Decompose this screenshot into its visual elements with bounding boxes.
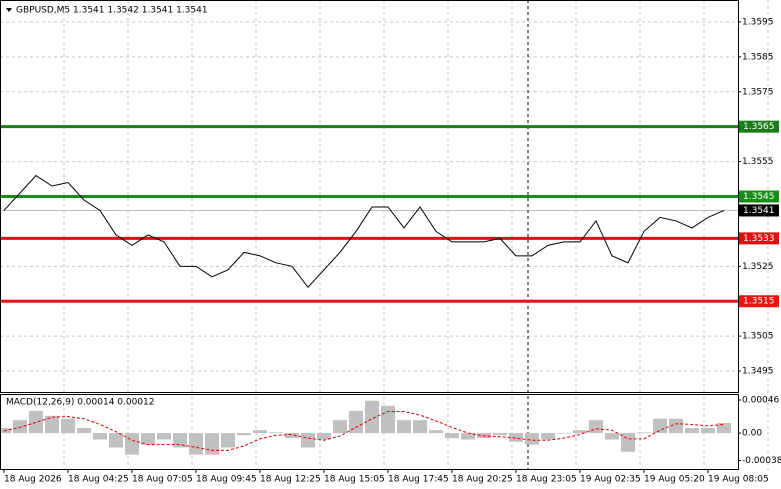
level-label: 1.3515 (743, 297, 775, 307)
macd-bar (381, 405, 395, 434)
macd-bar (61, 418, 75, 434)
macd-title: MACD(12,26,9) 0.00014 0.00012 (6, 398, 155, 408)
macd-bar (701, 428, 715, 434)
macd-bar (189, 433, 203, 455)
price-panel (0, 0, 739, 393)
macd-bar (717, 423, 731, 434)
x-tick-label: 19 Aug 08:05 (708, 475, 769, 485)
last-price-label: 1.3541 (743, 206, 775, 216)
macd-bar (269, 432, 283, 434)
level-label: 1.3545 (743, 192, 775, 202)
macd-bar (429, 430, 443, 434)
macd-bar (525, 433, 539, 445)
last-price-tag (739, 204, 779, 217)
macd-bar (173, 433, 187, 448)
x-tick-label: 18 Aug 12:25 (260, 475, 321, 485)
x-tick-label: 18 Aug 09:45 (196, 475, 257, 485)
macd-bar (333, 420, 347, 434)
macd-bar (557, 433, 571, 434)
macd-bar (445, 433, 459, 439)
macd-bar (205, 433, 219, 455)
macd-bar (45, 415, 59, 434)
macd-bar (621, 433, 635, 452)
macd-bar (109, 433, 123, 448)
macd-panel (0, 394, 739, 470)
level-tag (739, 120, 779, 133)
y-tick-label: 0.00 (742, 429, 762, 439)
macd-bar (653, 418, 667, 434)
menu-icon[interactable] (6, 8, 12, 12)
y-tick-label: 1.3555 (742, 157, 774, 167)
x-tick-label: 18 Aug 15:05 (324, 475, 385, 485)
price-line (3, 174, 725, 289)
signal-line (3, 411, 725, 451)
y-tick-label: 1.3495 (742, 367, 774, 377)
macd-bar (509, 433, 523, 442)
macd-bar (589, 420, 603, 434)
chart-title: GBPUSD,M5 1.3541 1.3542 1.3541 1.3541 (16, 6, 208, 16)
x-tick-label: 18 Aug 2026 (4, 475, 62, 485)
macd-bar (77, 428, 91, 434)
macd-bar (365, 400, 379, 434)
y-tick-label: 1.3525 (742, 262, 774, 272)
y-tick-label: 1.3575 (742, 87, 774, 97)
macd-bar (301, 433, 315, 448)
level-tag (739, 190, 779, 203)
x-tick-label: 18 Aug 23:05 (516, 475, 577, 485)
macd-bar (637, 432, 651, 434)
macd-bar (349, 410, 363, 434)
macd-bar (93, 433, 107, 440)
macd-bar (461, 433, 475, 440)
macd-bar (541, 433, 555, 440)
macd-bar (317, 433, 331, 440)
y-tick-label: 1.3505 (742, 332, 774, 342)
x-tick-label: 18 Aug 20:25 (452, 475, 513, 485)
level-label: 1.3533 (743, 234, 775, 244)
x-tick-label: 19 Aug 05:20 (644, 475, 705, 485)
macd-bar (13, 420, 27, 434)
macd-bar (573, 430, 587, 434)
macd-bar (141, 433, 155, 445)
macd-bar (605, 433, 619, 440)
y-tick-label: 1.3585 (742, 52, 774, 62)
grid-layer (0, 0, 769, 470)
macd-bar (29, 410, 43, 434)
macd-bar (221, 433, 235, 448)
macd-bar (685, 428, 699, 434)
y-tick-label: -0.00038 (742, 456, 781, 466)
mark-layer (0, 125, 738, 455)
y-tick-label: 1.3595 (742, 17, 774, 27)
x-tick-label: 19 Aug 02:35 (580, 475, 641, 485)
macd-bar (397, 420, 411, 434)
macd-bar (285, 433, 299, 439)
macd-bar (125, 433, 139, 455)
level-label: 1.3565 (743, 122, 775, 132)
x-tick-label: 18 Aug 07:05 (132, 475, 193, 485)
x-tick-label: 18 Aug 17:45 (388, 475, 449, 485)
level-tag (739, 295, 779, 308)
macd-bar (493, 433, 507, 436)
macd-bar (669, 418, 683, 434)
macd-bar (413, 420, 427, 434)
x-tick-label: 18 Aug 04:25 (68, 475, 129, 485)
y-tick-label: 0.00046 (742, 396, 779, 406)
level-tag (739, 232, 779, 245)
macd-bar (253, 430, 267, 434)
macd-bar (157, 433, 171, 440)
macd-bar (237, 433, 251, 436)
